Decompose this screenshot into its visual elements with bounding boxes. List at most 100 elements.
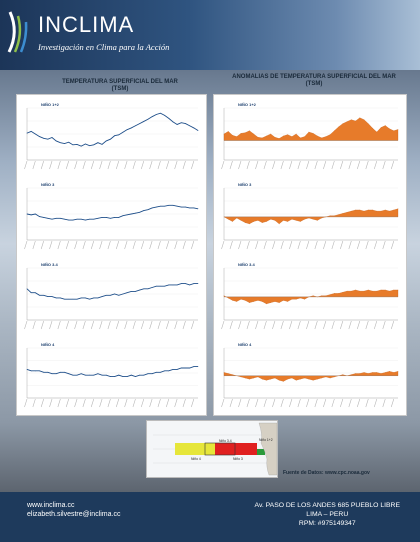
x-tick-mark	[306, 398, 310, 408]
x-tick-mark	[229, 240, 233, 250]
sst-label-nio3: NIÑO 3	[41, 182, 55, 187]
sst-data-point	[51, 296, 53, 297]
x-tick-mark	[132, 320, 136, 330]
anomaly-data-point	[393, 289, 395, 291]
anomaly-data-point	[372, 290, 373, 292]
x-tick-mark	[140, 398, 145, 408]
sst-data-point	[89, 374, 90, 376]
anomaly-data-point	[372, 372, 373, 373]
sst-data-point	[155, 285, 157, 287]
anomaly-data-point	[312, 133, 314, 134]
x-tick-mark	[280, 240, 284, 250]
sst-data-point	[197, 366, 199, 367]
anomaly-data-point	[223, 295, 225, 296]
chart-svg: NIÑO 4	[24, 342, 199, 408]
sst-data-point	[197, 283, 199, 284]
sst-data-point	[47, 138, 49, 140]
x-tick-mark	[149, 160, 153, 170]
x-tick-mark	[90, 398, 95, 408]
sst-data-point	[151, 116, 153, 118]
x-tick-mark	[32, 240, 36, 250]
sst-data-point	[160, 112, 161, 114]
sst-series-line	[26, 366, 198, 378]
sst-data-point	[135, 212, 136, 214]
x-tick-mark	[306, 320, 310, 330]
sst-data-point	[39, 294, 40, 296]
anomaly-data-point	[266, 135, 267, 137]
sst-data-point	[126, 214, 128, 216]
anomaly-data-point	[389, 371, 390, 372]
x-tick-mark	[289, 160, 293, 170]
x-tick-mark	[246, 320, 250, 330]
x-tick-mark	[74, 398, 78, 408]
x-tick-mark	[24, 398, 28, 408]
x-tick-mark	[365, 160, 369, 170]
x-tick-mark	[149, 240, 153, 250]
sst-data-point	[105, 374, 107, 376]
anomaly-data-point	[397, 289, 399, 291]
x-tick-mark	[90, 320, 95, 330]
footer-address: Av. PASO DE LOS ANDES 685 PUEBLO LIBRE L…	[255, 501, 400, 528]
footer-web-link[interactable]: www.inclima.cc	[27, 502, 75, 509]
anomaly-data-point	[380, 289, 382, 291]
x-tick-mark	[182, 160, 186, 170]
anomaly-data-point	[312, 295, 314, 296]
anomaly-data-point	[389, 290, 390, 292]
x-tick-mark	[331, 240, 335, 250]
x-tick-mark	[132, 160, 136, 170]
sst-data-point	[180, 283, 182, 284]
sst-data-point	[135, 376, 136, 377]
anomaly-data-point	[232, 135, 233, 136]
x-tick-mark	[157, 240, 161, 250]
anomaly-data-point	[278, 379, 280, 381]
x-tick-mark	[272, 240, 276, 250]
x-tick-mark	[340, 320, 344, 330]
anomaly-data-point	[300, 221, 301, 222]
right-title-line2: (TSM)	[305, 81, 323, 87]
anomaly-data-point	[287, 221, 288, 222]
sst-data-point	[72, 298, 74, 300]
sst-data-point	[30, 214, 32, 216]
anomaly-data-point	[338, 293, 339, 294]
sst-data-point	[185, 206, 186, 208]
anomaly-label-nio12: NIÑO 1+2	[238, 102, 257, 107]
sst-data-point	[168, 370, 170, 372]
sst-series-line	[26, 204, 199, 221]
anomaly-data-point	[397, 371, 399, 372]
anomaly-data-point	[334, 376, 335, 378]
sst-data-point	[114, 217, 115, 218]
x-tick-mark	[115, 240, 120, 250]
sst-data-point	[114, 135, 115, 137]
anomaly-data-point	[359, 117, 361, 118]
anomaly-chart-nino4: NIÑO 4	[216, 336, 402, 412]
sst-data-point	[76, 218, 78, 220]
anomaly-data-point	[261, 137, 263, 139]
sst-data-point	[185, 283, 186, 284]
anomaly-data-point	[355, 289, 356, 291]
sst-data-point	[197, 130, 199, 131]
sst-data-point	[110, 376, 111, 377]
anomaly-data-point	[304, 298, 305, 300]
x-tick-mark	[82, 320, 86, 330]
anomaly-data-point	[300, 378, 301, 380]
anomaly-label-nio34: NIÑO 3.4	[238, 262, 255, 267]
x-tick-mark	[238, 398, 242, 408]
x-tick-mark	[99, 320, 103, 330]
footer-email-link[interactable]: elizabeth.silvestre@inclima.cc	[27, 511, 121, 518]
sst-data-point	[172, 121, 174, 123]
x-tick-mark	[390, 160, 395, 170]
sst-data-point	[164, 285, 165, 287]
x-tick-mark	[357, 160, 361, 170]
anomaly-data-point	[342, 213, 344, 214]
sst-data-point	[151, 207, 153, 209]
anomaly-data-point	[240, 133, 242, 134]
sst-data-point	[64, 371, 65, 373]
anomaly-data-point	[355, 373, 356, 374]
anomaly-data-point	[385, 289, 386, 291]
x-tick-mark	[124, 398, 128, 408]
x-tick-mark	[65, 320, 69, 330]
anomaly-data-point	[304, 136, 305, 137]
sst-data-point	[151, 287, 153, 288]
sst-data-point	[147, 209, 149, 211]
x-tick-mark	[107, 160, 111, 170]
